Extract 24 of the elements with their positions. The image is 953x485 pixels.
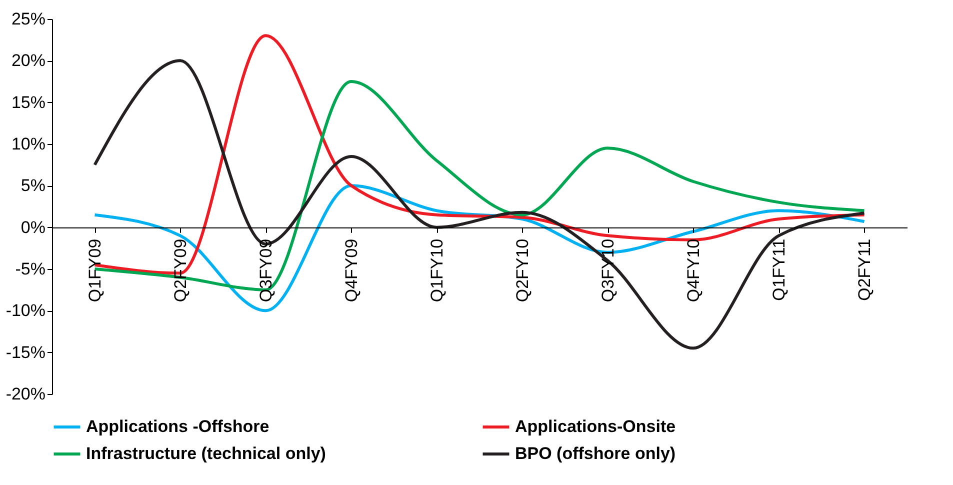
legend-label: BPO (offshore only) <box>515 444 676 463</box>
x-tick-label: Q3FY10 <box>598 238 618 302</box>
x-tick-label: Q2FY11 <box>854 238 874 301</box>
legend-label: Applications -Offshore <box>86 417 270 436</box>
legend-label: Infrastructure (technical only) <box>86 444 326 463</box>
y-tick-label: 15% <box>11 92 46 112</box>
x-tick-label: Q2FY09 <box>170 238 190 302</box>
x-tick-label: Q4FY10 <box>684 238 703 302</box>
x-tick-label: Q3FY09 <box>256 238 276 302</box>
legend-label: Applications-Onsite <box>515 417 676 436</box>
x-tick-label: Q2FY10 <box>512 238 532 302</box>
y-tick-label: 10% <box>11 134 46 154</box>
y-tick-label: 20% <box>11 51 46 70</box>
y-tick-label: 25% <box>11 10 46 28</box>
x-tick-label: Q1FY09 <box>85 238 104 302</box>
y-tick-label: -10% <box>6 301 46 320</box>
y-tick-label: 0% <box>20 218 46 237</box>
x-tick-label: Q1FY10 <box>427 238 446 302</box>
y-tick-label: -15% <box>6 342 46 362</box>
y-tick-label: 5% <box>20 176 46 196</box>
x-tick-label: Q4FY09 <box>342 238 361 302</box>
x-tick-label: Q1FY11 <box>769 238 788 301</box>
y-tick-label: -5% <box>15 260 46 278</box>
y-tick-label: -20% <box>6 384 46 404</box>
